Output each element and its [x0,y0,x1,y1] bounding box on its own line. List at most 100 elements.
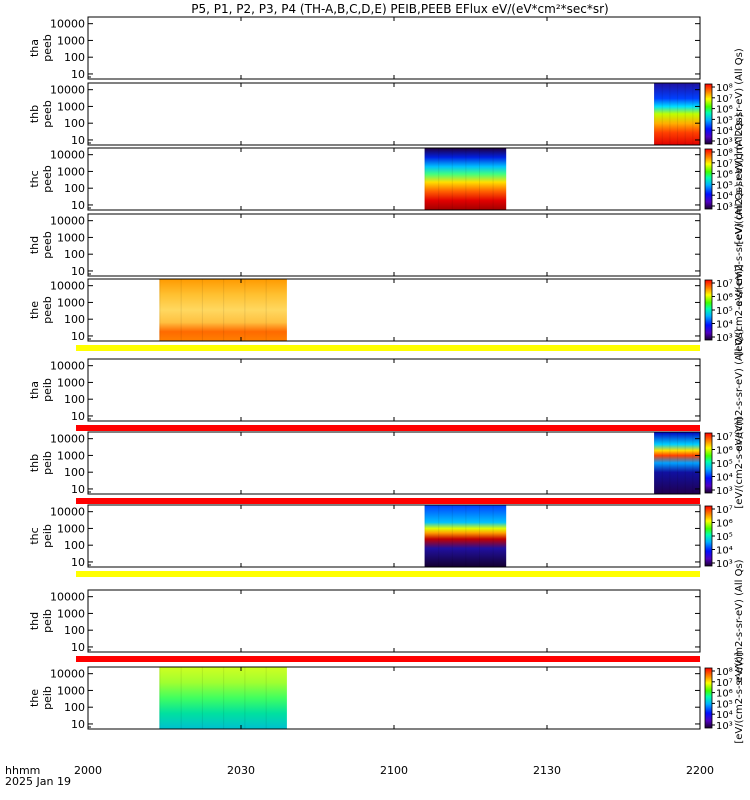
colorbar-tick-label: 10⁴ [716,191,733,202]
spectrogram-texture [692,83,694,145]
y-tick-label: 1000 [57,607,85,620]
spectrogram-texture [677,432,679,494]
colorbar-unit-label: [eV/(cm2-s-sr-eV)] (All Qs) [734,113,745,244]
colorbar [704,432,713,494]
colorbar-tick-label: 10⁷ [716,432,733,443]
y-tick-label: 10 [71,199,85,212]
panel-frame [87,504,701,568]
x-tick-label: 2030 [227,764,255,777]
spectrogram-block [424,505,507,567]
y-tick-label: 100 [64,248,85,261]
colorbar-tick-label: 10⁵ [716,699,733,710]
spectrogram-texture [684,83,686,145]
panel-label-instrument: peeb [41,165,54,193]
colorbar-tick-label: 10³ [716,486,733,497]
colorbar-unit-label: eV/(cm^2-s-sr-eV) (All Qs) [734,48,745,180]
spectrogram-texture [492,505,494,567]
spectrogram-texture [424,505,426,567]
spectrogram-texture [424,148,426,210]
panel-label-instrument: peeb [41,100,54,128]
spectrogram-texture [654,83,656,145]
y-tick-label: 10 [71,68,85,81]
colorbar-tick-label: 10³ [716,202,733,213]
y-tick-label: 10 [71,718,85,731]
colorbar-tick-label: 10⁵ [716,180,733,191]
colorbar-tick-label: 10⁶ [716,519,733,530]
panel-thb-peib: 10 100 1000 10000 thb peib 10³ 10⁴ 10⁵ 10⁶ 10⁷ [28,431,733,497]
colorbar-tick-label: 10⁸ [716,148,733,159]
time-label-date: 2025 Jan 19 [5,775,71,788]
panel-label-probe: thc [28,170,41,187]
panel-label-instrument: peib [41,686,54,710]
spectrogram-texture [451,505,453,567]
y-tick-label: 10000 [50,149,85,162]
panel-label-instrument: peib [41,524,54,548]
colorbar-unit-label: eV/(cm2-s-sr-eV) (All Qs) [734,183,745,306]
panel-label-probe: thc [28,527,41,544]
panel-thc-peib: 10 100 1000 10000 thc peib 10³ 10⁴ 10⁵ 10⁶ 10⁷ [28,504,733,570]
spectrogram-texture [159,279,161,341]
y-tick-label: 10 [71,410,85,423]
flag-bars [76,345,700,662]
spectrogram-texture [438,505,440,567]
colorbar-unit-label: [eV/(cm2-s-sr-eV)] [734,417,745,508]
spectrogram-block [159,667,287,729]
spectrogram-texture [684,432,686,494]
panel-label-probe: the [28,689,41,707]
colorbar-tick-label: 10³ [716,721,733,732]
spectrogram-texture [654,432,656,494]
spectrogram-texture [180,667,182,729]
y-tick-label: 10000 [50,506,85,519]
panel-label-probe: tha [28,381,41,399]
spectrogram-texture [669,83,671,145]
y-tick-label: 10 [71,483,85,496]
colorbar-tick-label: 10⁶ [716,293,733,304]
x-tick-label: 2100 [380,764,408,777]
quality-flag-bar [76,425,700,431]
y-tick-label: 10000 [50,84,85,97]
panel-label-instrument: peib [41,609,54,633]
y-tick-label: 100 [64,313,85,326]
colorbar-tick-label: 10⁵ [716,115,733,126]
time-label-hhmm: hhmm [5,764,40,777]
y-tick-label: 100 [64,539,85,552]
spectrogram-texture [465,148,467,210]
panel-the-peeb: 10 100 1000 10000 the peeb 10³ 10⁴ 10⁵ 10⁶ 10⁷ [28,278,733,344]
y-tick-label: 100 [64,182,85,195]
quality-flag-bar [76,571,700,577]
panel-label-probe: the [28,301,41,319]
panel-label-probe: thb [28,105,41,123]
y-tick-label: 100 [64,701,85,714]
spectrogram-texture [244,667,246,729]
colorbar-unit-label: [eV/(cm2-s-sr-eV)] [734,652,745,743]
panel-label-probe: thb [28,454,41,472]
y-tick-label: 1000 [57,684,85,697]
spectrogram-texture [223,279,225,341]
panel-frame [87,213,701,277]
y-tick-label: 100 [64,393,85,406]
colorbar-tick-label: 10⁷ [716,505,733,516]
colorbar-tick-label: 10³ [716,559,733,570]
x-tick-label: 2000 [74,764,102,777]
spectrogram-texture [201,279,203,341]
y-tick-label: 10000 [50,18,85,31]
y-tick-label: 1000 [57,165,85,178]
panel-label-probe: thd [28,236,41,254]
time-axis: 2000 2030 2100 2130 2200 [74,764,714,777]
spectrogram-texture [244,279,246,341]
colorbar-unit-label: [eV/(cm2-s-sr-eV)] [734,264,745,355]
colorbar-tick-label: 10⁴ [716,710,733,721]
y-tick-label: 1000 [57,296,85,309]
colorbar-unit-label: eV/(cm2-s-sr-eV) (All Qs) [734,328,745,451]
colorbar-tick-label: 10⁴ [716,320,733,331]
figure-title: P5, P1, P2, P3, P4 (TH-A,B,C,D,E) PEIB,P… [191,2,608,16]
quality-flag-bar [76,498,700,504]
colorbar-unit-label: eV/(cm2-s-sr-eV) (All Qs) [734,559,745,682]
y-tick-label: 10 [71,265,85,278]
spectrogram-texture [265,667,267,729]
colorbar [704,83,713,145]
panel-frame [87,589,701,653]
panel-tha-peib: 10 100 1000 10000 tha peib [28,358,701,423]
quality-flag-bar [76,345,700,351]
spectrogram-texture [479,505,480,567]
